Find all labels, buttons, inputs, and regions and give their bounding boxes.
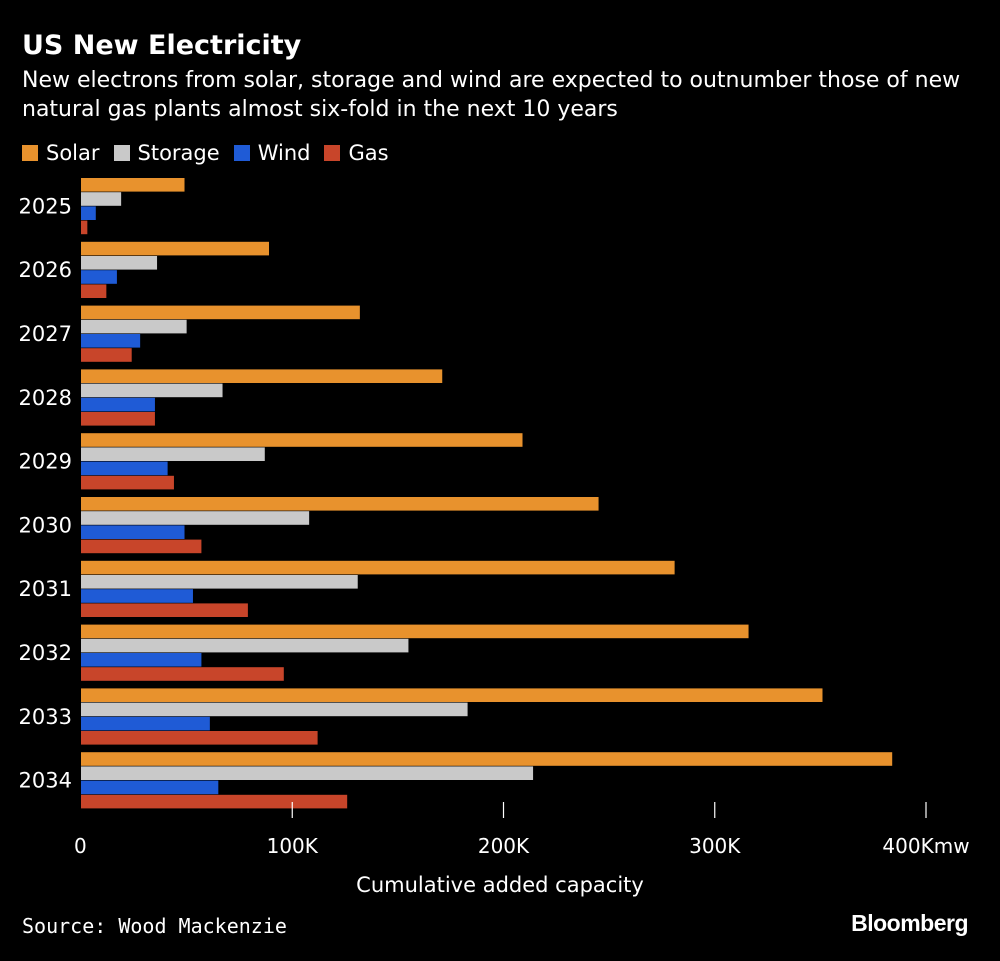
bar-wind-2028 bbox=[81, 397, 155, 412]
x-tick-label-100: 100K bbox=[267, 834, 319, 858]
bar-wind-2034 bbox=[81, 780, 219, 795]
category-label-2027: 2027 bbox=[19, 322, 72, 346]
legend-swatch-storage bbox=[113, 145, 130, 161]
bar-wind-2032 bbox=[81, 653, 202, 667]
category-label-2030: 2030 bbox=[19, 513, 72, 537]
x-axis-label: Cumulative added capacity bbox=[356, 873, 644, 897]
bar-wind-2029 bbox=[81, 461, 168, 476]
bar-gas-2031 bbox=[81, 603, 248, 617]
bloomberg-logo: Bloomberg bbox=[851, 910, 968, 936]
bar-solar-2033 bbox=[81, 688, 823, 702]
bar-wind-2025 bbox=[81, 206, 96, 220]
bar-wind-2030 bbox=[81, 525, 185, 539]
bar-gas-2032 bbox=[81, 667, 284, 681]
legend-item-wind: Wind bbox=[233, 141, 311, 165]
bar-wind-2026 bbox=[81, 270, 117, 284]
legend-label-solar: Solar bbox=[46, 141, 100, 165]
category-label-2032: 2032 bbox=[19, 641, 72, 665]
bar-gas-2028 bbox=[81, 412, 155, 426]
bar-solar-2026 bbox=[81, 241, 270, 256]
x-tick-label-400: 400Kmw bbox=[882, 834, 969, 858]
legend-label-gas: Gas bbox=[348, 141, 389, 165]
bar-solar-2030 bbox=[81, 497, 599, 511]
bar-storage-2033 bbox=[81, 702, 468, 717]
legend-swatch-solar bbox=[22, 145, 38, 161]
x-tick-label-200: 200K bbox=[478, 834, 530, 858]
legend-label-storage: Storage bbox=[137, 141, 220, 165]
category-label-2028: 2028 bbox=[19, 386, 72, 410]
legend-item-storage: Storage bbox=[113, 141, 220, 165]
source-note: Source: Wood Mackenzie bbox=[22, 914, 287, 938]
bar-storage-2030 bbox=[81, 511, 310, 525]
bar-solar-2028 bbox=[81, 369, 443, 383]
legend-label-wind: Wind bbox=[257, 141, 311, 165]
bar-storage-2028 bbox=[81, 383, 223, 398]
legend-item-solar: Solar bbox=[22, 141, 100, 165]
bar-wind-2027 bbox=[81, 334, 141, 348]
bar-solar-2034 bbox=[81, 752, 893, 766]
x-tick-label-0: 0 bbox=[74, 834, 87, 858]
bar-storage-2034 bbox=[81, 766, 534, 780]
bar-storage-2025 bbox=[81, 192, 122, 206]
category-label-2025: 2025 bbox=[19, 194, 72, 218]
legend-swatch-wind bbox=[233, 145, 250, 161]
bar-storage-2026 bbox=[81, 256, 158, 270]
bar-wind-2033 bbox=[81, 716, 210, 731]
bar-gas-2030 bbox=[81, 539, 202, 554]
bar-storage-2032 bbox=[81, 638, 409, 653]
bar-gas-2026 bbox=[81, 284, 107, 298]
bar-gas-2033 bbox=[81, 731, 318, 745]
category-label-2029: 2029 bbox=[19, 450, 72, 474]
bar-gas-2027 bbox=[81, 348, 132, 362]
chart-title: US New Electricity bbox=[22, 30, 302, 61]
category-label-2034: 2034 bbox=[19, 769, 72, 793]
bar-solar-2025 bbox=[81, 178, 185, 192]
bar-gas-2025 bbox=[81, 220, 88, 235]
bar-solar-2027 bbox=[81, 305, 360, 320]
bar-solar-2031 bbox=[81, 560, 675, 575]
legend-swatch-gas bbox=[324, 145, 341, 161]
x-tick-label-300: 300K bbox=[689, 834, 741, 858]
category-label-2033: 2033 bbox=[19, 705, 72, 729]
chart-subtitle: New electrons from solar, storage and wi… bbox=[22, 68, 961, 122]
bar-gas-2034 bbox=[81, 794, 348, 809]
bar-solar-2029 bbox=[81, 433, 523, 447]
legend-item-gas: Gas bbox=[324, 141, 389, 165]
bar-storage-2027 bbox=[81, 319, 187, 334]
legend: Solar Storage Wind Gas bbox=[22, 141, 403, 165]
bar-wind-2031 bbox=[81, 589, 193, 603]
category-label-2026: 2026 bbox=[19, 258, 72, 282]
bar-gas-2029 bbox=[81, 475, 174, 490]
bar-solar-2032 bbox=[81, 624, 749, 639]
bar-storage-2031 bbox=[81, 575, 358, 589]
category-label-2031: 2031 bbox=[19, 577, 72, 601]
bar-storage-2029 bbox=[81, 447, 265, 461]
